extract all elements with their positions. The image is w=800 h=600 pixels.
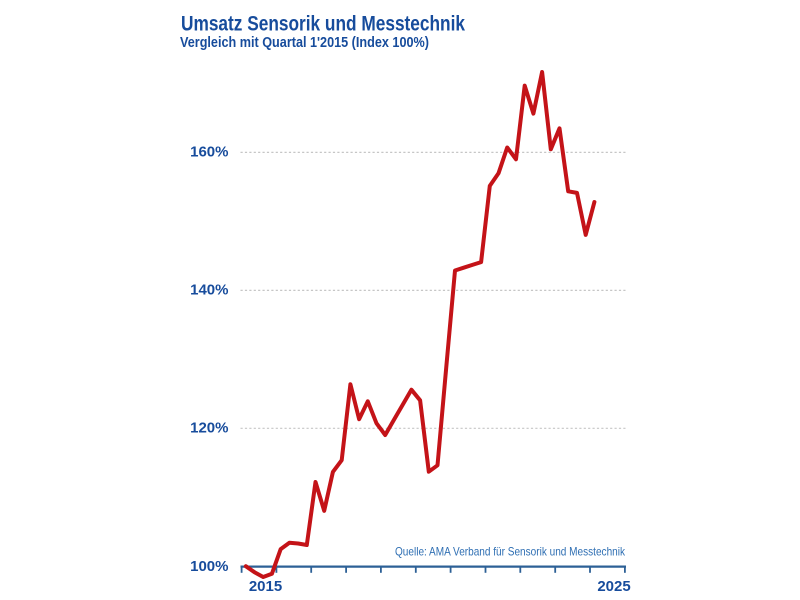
svg-text:160%: 160%	[190, 144, 228, 161]
svg-text:140%: 140%	[190, 282, 228, 299]
svg-text:Umsatz Sensorik und Messtechni: Umsatz Sensorik und Messtechnik	[181, 12, 465, 36]
svg-text:2015: 2015	[249, 578, 282, 595]
svg-text:2025: 2025	[597, 578, 630, 595]
svg-text:100%: 100%	[190, 558, 228, 575]
svg-text:Quelle: AMA Verband für Sensor: Quelle: AMA Verband für Sensorik und Mes…	[395, 544, 626, 558]
svg-text:Vergleich mit Quartal 1'2015 (: Vergleich mit Quartal 1'2015 (Index 100%…	[180, 35, 429, 51]
svg-text:120%: 120%	[190, 420, 228, 437]
